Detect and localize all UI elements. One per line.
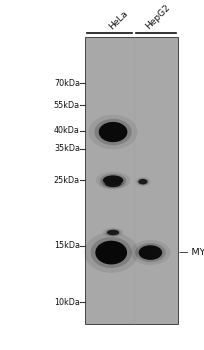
Ellipse shape <box>136 178 148 186</box>
Ellipse shape <box>95 172 130 189</box>
Ellipse shape <box>134 243 165 262</box>
Text: 15kDa: 15kDa <box>54 241 80 250</box>
Ellipse shape <box>130 240 170 265</box>
Text: 25kDa: 25kDa <box>54 176 80 185</box>
Ellipse shape <box>104 229 120 236</box>
Ellipse shape <box>98 122 127 142</box>
Ellipse shape <box>88 115 137 149</box>
Ellipse shape <box>99 178 126 190</box>
Text: 40kDa: 40kDa <box>54 126 80 135</box>
Ellipse shape <box>106 230 119 235</box>
Ellipse shape <box>99 174 126 187</box>
Ellipse shape <box>134 177 150 187</box>
Ellipse shape <box>90 237 131 268</box>
Ellipse shape <box>102 179 123 188</box>
Ellipse shape <box>94 119 131 145</box>
Ellipse shape <box>138 179 147 184</box>
Ellipse shape <box>102 228 123 237</box>
Text: 70kDa: 70kDa <box>54 79 80 88</box>
Ellipse shape <box>102 175 123 185</box>
Ellipse shape <box>84 232 137 273</box>
Ellipse shape <box>95 241 126 265</box>
Text: — MYL6: — MYL6 <box>178 248 204 257</box>
Text: 55kDa: 55kDa <box>54 100 80 110</box>
Text: HepG2: HepG2 <box>143 4 171 32</box>
Text: 35kDa: 35kDa <box>54 144 80 153</box>
Text: HeLa: HeLa <box>106 9 129 32</box>
Text: 10kDa: 10kDa <box>54 298 80 307</box>
Ellipse shape <box>138 245 161 260</box>
Ellipse shape <box>104 180 121 187</box>
Bar <box>85 37 177 324</box>
